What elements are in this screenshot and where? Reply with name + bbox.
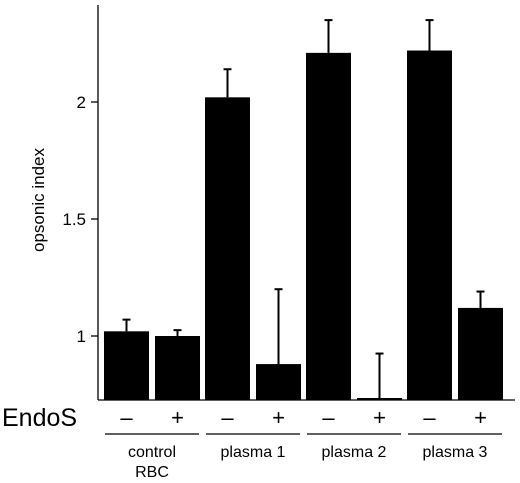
bars [104,50,503,401]
treatment-label: – [322,405,335,430]
y-tick-label: 2 [77,93,86,112]
treatment-label: – [120,405,133,430]
bar [155,336,200,400]
y-tick-label: 1.5 [62,210,86,229]
group-label: control [128,444,176,461]
group-label: plasma 2 [322,444,387,461]
bar [104,331,149,400]
bar [458,307,503,400]
group-label: RBC [135,464,169,481]
treatment-label: – [221,405,234,430]
bar [407,50,452,401]
treatment-label: + [373,405,386,430]
y-ticks: 11.52 [62,93,98,346]
treatment-label: + [474,405,487,430]
treatment-label: + [272,405,285,430]
treatment-label: + [171,405,184,430]
treatment-label: – [423,405,436,430]
endos-row-label: EndoS [2,404,77,432]
error-bars [122,19,485,399]
x-labels: – + control RBC – + plasma 1 – + plasma 2 – + plasma… [105,405,502,481]
group-label: plasma 3 [423,444,488,461]
bar [357,398,402,400]
group-label: plasma 1 [221,444,286,461]
bar [256,364,301,400]
bar [205,97,250,400]
bar [306,52,351,401]
y-axis-label: opsonic index [29,148,48,252]
y-tick-label: 1 [77,327,86,346]
